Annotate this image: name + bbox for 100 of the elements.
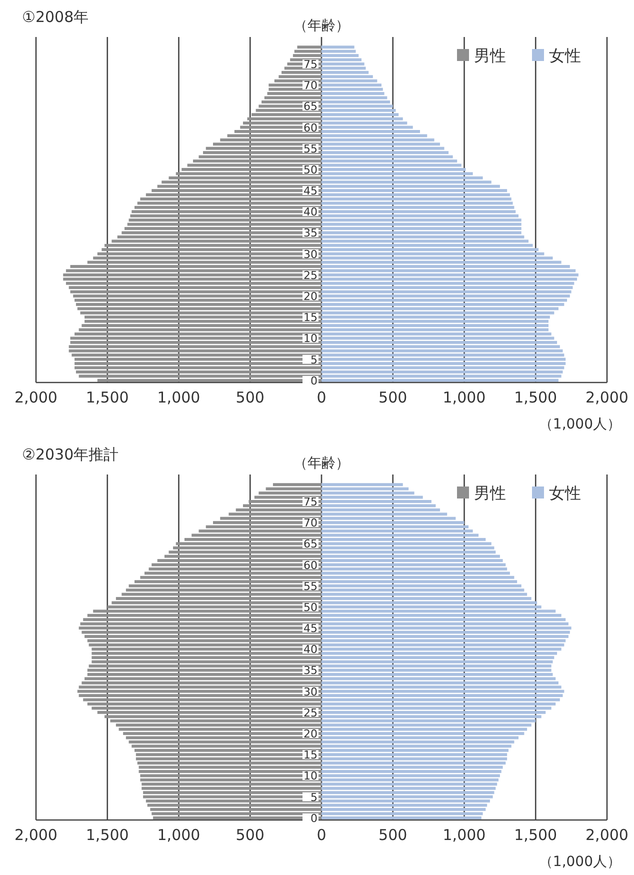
bar (88, 643, 322, 646)
bar (70, 340, 322, 344)
bar (70, 265, 322, 268)
bar (322, 816, 482, 820)
bar (322, 332, 552, 336)
bar (247, 117, 322, 120)
bar (92, 706, 322, 710)
bar (322, 656, 554, 660)
bar (252, 113, 322, 116)
bar (322, 320, 548, 323)
bar (297, 46, 322, 49)
bar (322, 614, 562, 617)
bar (322, 786, 496, 790)
bar (322, 340, 558, 344)
y-tick-label: 15 (304, 311, 318, 324)
bar (322, 155, 453, 158)
bar (322, 311, 554, 314)
bar (70, 290, 322, 294)
bar (80, 311, 322, 314)
bar (322, 50, 356, 53)
bar (322, 724, 532, 727)
x-tick-label: 2,000 (14, 826, 58, 844)
y-tick-label: 45 (304, 622, 318, 636)
bar (322, 374, 562, 378)
bar (322, 672, 553, 676)
bar (322, 732, 524, 735)
bar (322, 66, 366, 70)
y-tick-label: 50 (304, 163, 318, 176)
bar (322, 362, 566, 365)
bar (74, 332, 322, 336)
bar (322, 210, 516, 214)
bar (322, 576, 514, 579)
bar (322, 324, 548, 328)
bar (322, 550, 496, 554)
bar (80, 622, 322, 626)
bar (168, 550, 322, 554)
bar (322, 592, 528, 596)
bar (322, 795, 493, 798)
x-tick-label: 1,000 (157, 826, 200, 844)
bar (322, 218, 522, 222)
y-tick-label: 55 (304, 142, 318, 156)
bar (322, 740, 514, 744)
y-tick-label: 15 (304, 748, 318, 762)
bar (322, 282, 574, 285)
bar (130, 214, 322, 218)
bar (322, 500, 432, 503)
bar (118, 728, 322, 731)
x-tick-label: 2,000 (586, 388, 628, 406)
bar (322, 370, 563, 374)
bar (87, 639, 322, 642)
legend-label: 女性 (549, 484, 581, 502)
x-tick-label: 500 (378, 388, 408, 406)
bar (322, 677, 556, 680)
bar (83, 618, 322, 622)
bar (137, 202, 322, 205)
bar (84, 635, 322, 638)
bar (322, 778, 499, 782)
bar (322, 160, 458, 162)
y-tick-label: 0 (310, 812, 318, 825)
bar (173, 546, 322, 550)
x-tick-label: 1,000 (442, 388, 486, 406)
y-tick-label: 5 (310, 353, 318, 366)
bar (322, 206, 514, 209)
bar (322, 189, 508, 192)
bar (282, 70, 322, 74)
y-tick-label: 50 (304, 600, 318, 614)
bar (322, 622, 568, 626)
y-tick-label: 55 (304, 580, 318, 593)
y-tick-label: 30 (304, 685, 318, 698)
bar (322, 358, 566, 361)
bar (134, 206, 322, 209)
bar (322, 572, 510, 575)
bar (322, 648, 562, 651)
bar (242, 122, 322, 125)
bar (68, 349, 322, 352)
y-tick-label: 40 (304, 643, 318, 656)
bar (142, 786, 322, 790)
bar (78, 694, 322, 698)
bar (140, 778, 322, 782)
bar (322, 626, 572, 630)
bar (322, 75, 373, 78)
x-tick-label: 2,000 (14, 388, 58, 406)
chart-title: ①2008年 (22, 8, 89, 26)
bar (322, 294, 570, 298)
bar (134, 748, 322, 752)
bar (132, 744, 322, 748)
bar (322, 808, 486, 811)
bar (322, 584, 522, 588)
bar (322, 660, 553, 664)
bar (126, 588, 322, 592)
bar (77, 307, 322, 310)
bar (322, 702, 556, 706)
bar (292, 54, 322, 58)
bar (322, 290, 572, 294)
bar (140, 198, 322, 200)
bar (322, 643, 564, 646)
bar (88, 664, 322, 668)
bar (322, 770, 502, 773)
bar (322, 92, 384, 95)
x-tick-label: 500 (236, 388, 264, 406)
